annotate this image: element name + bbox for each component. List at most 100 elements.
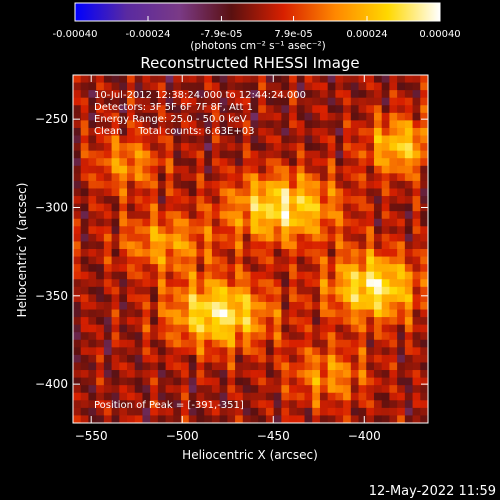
heatmap-cell [319, 347, 329, 356]
heatmap-cell [381, 218, 391, 227]
heatmap-cell [366, 196, 375, 205]
heatmap-cell [242, 82, 252, 91]
heatmap-cell [119, 90, 128, 99]
heatmap-cell [404, 362, 414, 371]
heatmap-cell [134, 82, 144, 91]
colorbar-tick-label: -0.00024 [126, 29, 171, 40]
heatmap-cell [111, 180, 120, 190]
heatmap-cell [134, 127, 144, 137]
heatmap-cell [235, 218, 244, 227]
heatmap-cell [227, 332, 236, 341]
heatmap-cell [289, 150, 298, 159]
heatmap-cell [335, 127, 344, 137]
heatmap-cell [296, 226, 306, 235]
heatmap-cell [350, 241, 360, 250]
heatmap-cell [88, 75, 97, 84]
heatmap-cell [373, 233, 383, 243]
heatmap-cell [350, 249, 360, 258]
heatmap-cell [204, 301, 213, 311]
heatmap-cell [111, 339, 120, 348]
heatmap-cell [343, 180, 352, 190]
heatmap-cell [273, 324, 282, 333]
heatmap-cell [412, 385, 421, 394]
heatmap-cell [258, 211, 267, 220]
heatmap-cell [80, 188, 90, 197]
heatmap-cell [289, 309, 298, 318]
heatmap-cell [250, 127, 259, 137]
y-axis-label: Heliocentric Y (arcsec) [15, 183, 29, 318]
heatmap-cell [127, 400, 136, 409]
heatmap-cell [111, 203, 120, 212]
heatmap-cell [312, 264, 321, 273]
footer-timestamp: 12-May-2022 11:59 [369, 484, 496, 499]
heatmap-cell [296, 120, 306, 129]
heatmap-cell [389, 196, 398, 205]
heatmap-cell [312, 377, 321, 386]
heatmap-cell [304, 105, 313, 114]
heatmap-cell [165, 324, 174, 333]
heatmap-cell [119, 203, 128, 212]
heatmap-cell [289, 188, 298, 197]
heatmap-cell [312, 180, 321, 190]
heatmap-cell [397, 264, 406, 273]
heatmap-cell [204, 264, 213, 273]
heatmap-cell [373, 400, 383, 409]
heatmap-cell [312, 294, 321, 303]
heatmap-cell [404, 377, 414, 386]
heatmap-cell [289, 158, 298, 167]
heatmap-cell [235, 120, 244, 129]
heatmap-cell [142, 377, 151, 386]
heatmap-cell [96, 279, 105, 288]
heatmap-cell [296, 332, 306, 341]
heatmap-cell [273, 301, 282, 311]
heatmap-cell [327, 165, 336, 174]
heatmap-cell [96, 188, 105, 197]
heatmap-cell [165, 264, 174, 273]
heatmap-cell [165, 75, 174, 84]
heatmap-cell [211, 294, 221, 303]
heatmap-cell [327, 226, 336, 235]
heatmap-cell [312, 233, 321, 243]
heatmap-cell [150, 294, 159, 303]
heatmap-cell [373, 309, 383, 318]
heatmap-cell [211, 218, 221, 227]
heatmap-cell [350, 271, 360, 280]
heatmap-cell [404, 271, 414, 280]
heatmap-cell [73, 317, 82, 326]
heatmap-cell [389, 354, 398, 364]
heatmap-cell [366, 332, 375, 341]
heatmap-cell [173, 339, 182, 348]
heatmap-cell [165, 332, 174, 341]
heatmap-cell [80, 165, 90, 174]
heatmap-cell [165, 256, 174, 265]
heatmap-cell [373, 165, 383, 174]
heatmap-cell [358, 347, 367, 356]
heatmap-cell [420, 339, 428, 348]
heatmap-cell [250, 165, 259, 174]
heatmap-cell [373, 97, 383, 106]
heatmap-cell [281, 256, 290, 265]
heatmap-cell [134, 135, 144, 144]
heatmap-cell [335, 180, 344, 190]
heatmap-cell [381, 294, 391, 303]
heatmap-cell [227, 362, 236, 371]
heatmap-cell [188, 143, 198, 152]
heatmap-cell [258, 415, 267, 423]
heatmap-cell [211, 324, 221, 333]
heatmap-cell [88, 180, 97, 190]
heatmap-cell [211, 407, 221, 417]
heatmap-cell [219, 75, 228, 84]
heatmap-cell [350, 173, 360, 182]
heatmap-cell [150, 143, 159, 152]
heatmap-cell [204, 135, 213, 144]
heatmap-cell [80, 415, 90, 423]
heatmap-cell [227, 294, 236, 303]
heatmap-cell [327, 347, 336, 356]
heatmap-cell [289, 241, 298, 250]
heatmap-cell [134, 97, 144, 106]
heatmap-cell [142, 218, 151, 227]
heatmap-cell [227, 226, 236, 235]
heatmap-cell [281, 354, 290, 364]
colorbar-ticks: -0.00040 -0.00024 -7.9e-05 7.9e-05 0.00024 0.… [53, 16, 461, 40]
heatmap-cell [219, 377, 228, 386]
